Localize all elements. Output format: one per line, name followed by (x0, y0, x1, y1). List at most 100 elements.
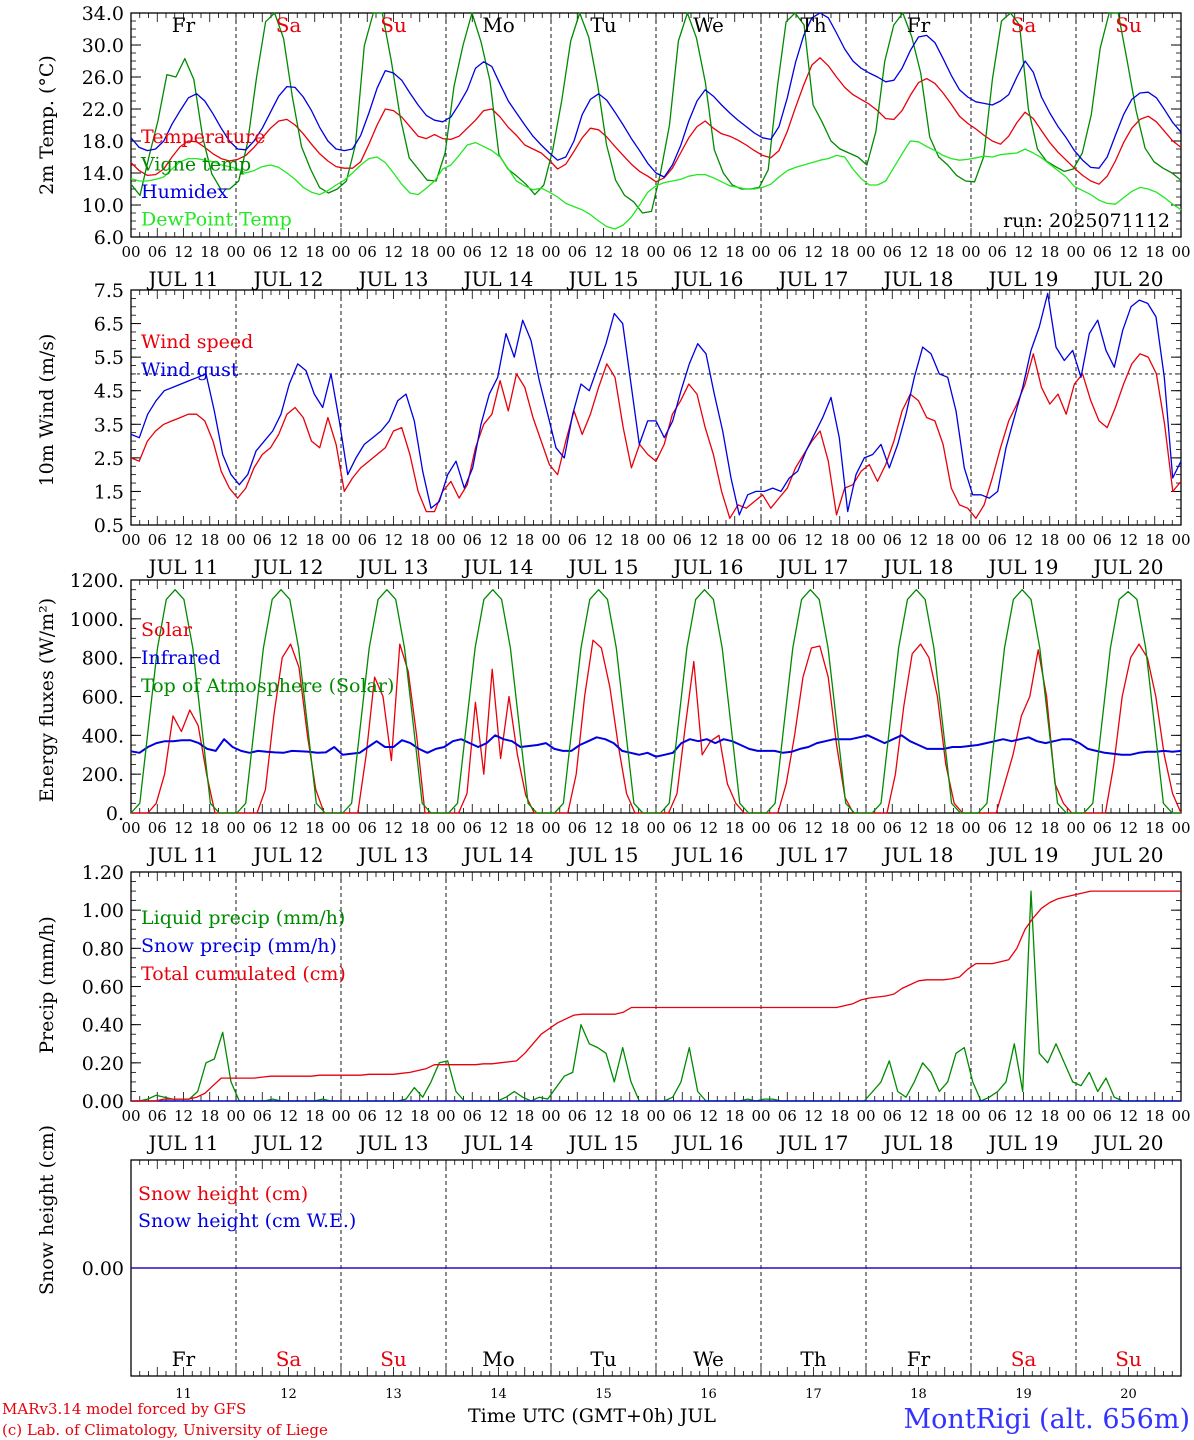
hour-label: 12 (594, 531, 613, 549)
hour-label: 12 (804, 1107, 823, 1125)
y-axis-label: Snow height (cm) (36, 1125, 58, 1295)
weekday-label: Tu (590, 1347, 616, 1371)
hour-label: 00 (121, 531, 140, 549)
hour-label: 18 (410, 819, 429, 837)
hour-label: 12 (909, 243, 928, 261)
y-tick-label: 0.20 (82, 1053, 124, 1075)
date-label: JUL 16 (672, 267, 744, 291)
y-tick-label: 0. (106, 803, 124, 825)
weekday-label: Mo (482, 13, 515, 37)
hour-label: 06 (253, 531, 272, 549)
hour-label: 00 (541, 819, 560, 837)
hour-label: 00 (961, 243, 980, 261)
y-tick-label: 5.5 (94, 347, 124, 369)
hour-label: 06 (568, 531, 587, 549)
hour-label: 00 (331, 243, 350, 261)
hour-label: 12 (909, 819, 928, 837)
hour-label: 18 (935, 531, 954, 549)
hour-label: 00 (1171, 819, 1190, 837)
hour-label: 18 (1040, 243, 1059, 261)
hour-label: 06 (358, 531, 377, 549)
hour-label: 00 (121, 1107, 140, 1125)
hour-label: 06 (1093, 1107, 1112, 1125)
weekday-label: Fr (172, 13, 196, 37)
weekday-label: Su (380, 1347, 407, 1371)
date-label: JUL 14 (462, 555, 534, 579)
date-label: JUL 18 (882, 555, 954, 579)
legend-entry: Snow height (cm W.E.) (138, 1210, 356, 1232)
legend-entry: Snow precip (mm/h) (141, 935, 337, 957)
series-line (130, 292, 1182, 516)
x-axis-label: Time UTC (GMT+0h) JUL (468, 1405, 716, 1427)
hour-label: 12 (279, 1107, 298, 1125)
date-label: JUL 11 (147, 1131, 219, 1155)
hour-label: 00 (331, 531, 350, 549)
legend-entry: Wind speed (141, 331, 253, 353)
hour-label: 00 (1066, 531, 1085, 549)
hour-label: 18 (620, 819, 639, 837)
y-axis-label: 10m Wind (m/s) (36, 334, 58, 487)
hour-label: 06 (778, 819, 797, 837)
date-label: JUL 11 (147, 267, 219, 291)
hour-label: 12 (279, 531, 298, 549)
hour-label: 06 (463, 819, 482, 837)
series-line (130, 140, 1182, 230)
legend-entry: Infrared (141, 647, 221, 669)
station-name: MontRigi (alt. 656m) (903, 1404, 1190, 1435)
date-label: JUL 14 (462, 267, 534, 291)
hour-label: 06 (253, 243, 272, 261)
y-tick-label: 4.5 (94, 381, 124, 403)
hour-label: 18 (725, 819, 744, 837)
y-tick-label: 22.0 (82, 99, 124, 121)
date-label: JUL 19 (987, 1131, 1059, 1155)
hour-label: 18 (200, 1107, 219, 1125)
y-tick-label: 0.80 (82, 938, 124, 960)
hour-label: 18 (1145, 243, 1164, 261)
y-axis-label: Precip (mm/h) (36, 916, 58, 1054)
hour-label: 00 (1066, 819, 1085, 837)
date-label: JUL 12 (252, 267, 324, 291)
date-label: JUL 15 (567, 555, 639, 579)
hour-label: 06 (988, 243, 1007, 261)
hour-label: 12 (279, 243, 298, 261)
hour-label: 00 (961, 819, 980, 837)
hour-label: 00 (436, 1107, 455, 1125)
hour-label: 00 (751, 531, 770, 549)
hour-label: 12 (1014, 1107, 1033, 1125)
y-tick-label: 18.0 (82, 131, 124, 153)
hour-label: 12 (489, 243, 508, 261)
hour-label: 06 (463, 1107, 482, 1125)
y-tick-label: 34.0 (82, 3, 124, 25)
hour-label: 00 (751, 1107, 770, 1125)
hour-label: 12 (594, 1107, 613, 1125)
hour-label: 12 (699, 819, 718, 837)
y-tick-label: 26.0 (82, 67, 124, 89)
hour-label: 18 (1145, 531, 1164, 549)
legend-entry: Temperature (141, 126, 265, 148)
hour-label: 18 (200, 819, 219, 837)
y-tick-label: 800. (82, 648, 124, 670)
weekday-label: Sa (1011, 13, 1037, 37)
hour-label: 12 (489, 1107, 508, 1125)
weekday-label: Th (800, 13, 826, 37)
hour-label: 12 (1119, 531, 1138, 549)
hour-label: 12 (174, 819, 193, 837)
weekday-label: Fr (907, 1347, 931, 1371)
hour-label: 12 (174, 1107, 193, 1125)
y-tick-label: 200. (82, 764, 124, 786)
date-label: JUL 11 (147, 555, 219, 579)
day-number-label: 20 (1120, 1387, 1137, 1402)
y-tick-label: 0.5 (94, 515, 124, 537)
hour-label: 12 (489, 531, 508, 549)
date-label: JUL 20 (1092, 1131, 1164, 1155)
series-line (131, 890, 1181, 1102)
weekday-label: Mo (482, 1347, 515, 1371)
hour-label: 18 (305, 243, 324, 261)
hour-label: 06 (673, 243, 692, 261)
series-line (130, 353, 1182, 519)
hour-label: 00 (331, 1107, 350, 1125)
legend-entry: Snow height (cm) (138, 1183, 308, 1205)
hour-label: 12 (279, 819, 298, 837)
